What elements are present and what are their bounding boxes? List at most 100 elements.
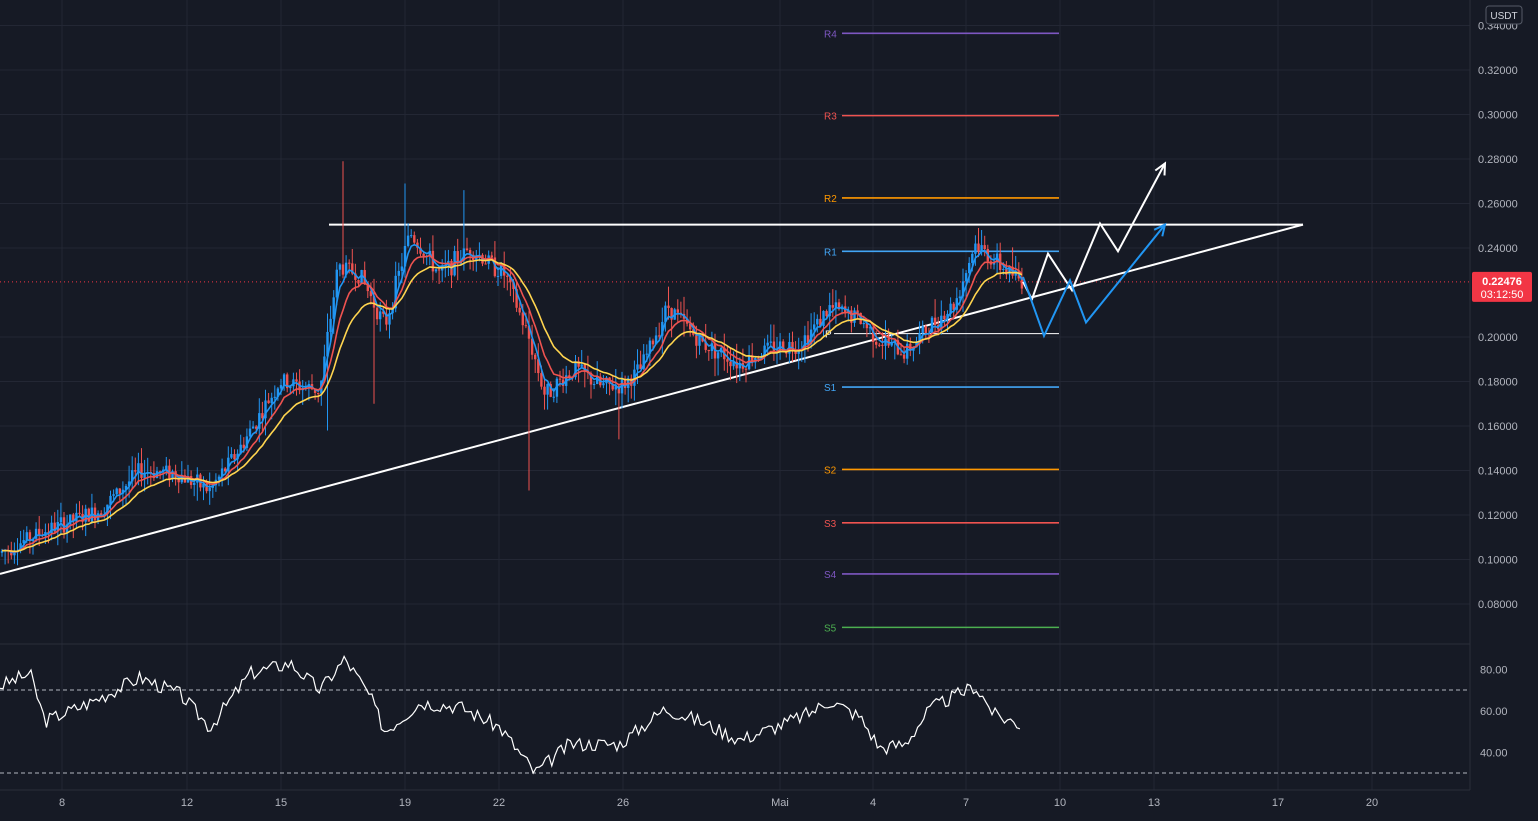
candle-body — [899, 354, 903, 356]
candle-body — [549, 383, 552, 397]
candle-body — [509, 276, 512, 283]
candle-body — [1014, 271, 1017, 276]
date-tick-label: 17 — [1272, 797, 1284, 809]
candle-body — [751, 355, 754, 363]
candle-body — [642, 354, 645, 369]
candle-body — [543, 386, 546, 395]
pivot-label-r1: R1 — [824, 247, 837, 258]
candle-body — [351, 263, 354, 274]
candle-body — [946, 313, 949, 320]
candle-body — [902, 354, 906, 359]
price-tick-label: 0.32000 — [1478, 65, 1518, 77]
candle-body — [558, 378, 562, 380]
candle-body — [286, 374, 289, 389]
candle-body — [630, 378, 633, 386]
candle-body — [555, 378, 559, 397]
rsi-line — [0, 654, 1021, 775]
candle-body — [980, 245, 983, 252]
candle-body — [255, 426, 258, 429]
candle-body — [738, 362, 741, 369]
candle-body — [230, 454, 233, 458]
candle-body — [413, 235, 416, 243]
candle-body — [831, 305, 834, 308]
pivot-label-s2: S2 — [824, 465, 837, 476]
date-tick-label: 4 — [870, 797, 876, 809]
projection-arrows[interactable] — [1022, 161, 1167, 339]
candle-body — [568, 375, 571, 378]
ema-slow-line — [2, 258, 1023, 553]
candle-body — [313, 389, 317, 393]
candle-body — [828, 305, 831, 317]
pivot-levels: R4 R3 R2 R1 P S1 S2 S3 S4 S5 — [824, 29, 1059, 634]
candle-body — [574, 361, 577, 378]
trendlines[interactable] — [0, 223, 1304, 575]
candle-body — [382, 311, 385, 314]
pivot-label-p: P — [825, 330, 832, 341]
price-tick-label: 0.10000 — [1478, 555, 1518, 567]
candle-body — [344, 262, 348, 275]
candle-body — [394, 275, 397, 309]
candle-body — [338, 264, 342, 270]
candle-body — [437, 269, 441, 271]
candle-body — [695, 334, 698, 346]
candle-body — [422, 253, 425, 257]
candle-body — [419, 247, 422, 254]
date-tick-label: Mai — [771, 797, 789, 809]
candle-body — [295, 379, 298, 382]
candle-body — [651, 340, 655, 345]
candle-body — [661, 321, 664, 336]
candle-body — [456, 251, 459, 264]
candle-body — [208, 487, 211, 492]
candle-body — [670, 308, 673, 320]
date-tick-label: 26 — [617, 797, 629, 809]
candle-body — [589, 373, 593, 385]
candle-body — [906, 343, 909, 359]
candle-body — [949, 303, 952, 314]
candle-body — [177, 477, 180, 483]
currency-badge-label: USDT — [1490, 11, 1517, 22]
candle-body — [766, 342, 769, 346]
candle-body — [69, 514, 72, 525]
candle-body — [19, 543, 22, 551]
candle-body — [884, 338, 887, 346]
date-tick-label: 22 — [493, 797, 505, 809]
candle-body — [193, 482, 196, 485]
candle-body — [403, 245, 407, 267]
candle-body — [155, 471, 159, 479]
candle-body — [335, 269, 338, 298]
date-tick-label: 12 — [181, 797, 193, 809]
candle-body — [87, 508, 90, 522]
candle-body — [704, 341, 707, 350]
candle-body — [974, 243, 977, 254]
candle-body — [757, 357, 760, 359]
candle-body — [958, 296, 962, 299]
candle-body — [25, 532, 28, 541]
candle-body — [732, 361, 735, 367]
candle-body — [772, 341, 776, 353]
candle-body — [400, 266, 404, 271]
candle-body — [205, 483, 208, 492]
candle-body — [952, 303, 955, 310]
candle-body — [552, 396, 555, 398]
candle-body — [258, 413, 261, 429]
candle-body — [465, 248, 469, 251]
candle-body — [261, 413, 264, 419]
candle-body — [524, 325, 528, 327]
candle-body — [22, 540, 25, 544]
candle-body — [698, 334, 701, 346]
candle-body — [137, 463, 140, 472]
candle-body — [38, 528, 41, 536]
candle-body — [868, 327, 872, 329]
candle-body — [233, 454, 236, 460]
candle-body — [577, 361, 580, 367]
candle-body — [729, 361, 732, 367]
candle-body — [496, 275, 500, 277]
candle-body — [317, 392, 320, 394]
candle-body — [242, 444, 245, 448]
price-tick-label: 0.18000 — [1478, 377, 1518, 389]
candle-body — [493, 257, 497, 277]
candle-body — [654, 335, 658, 345]
candle-body — [614, 386, 617, 390]
